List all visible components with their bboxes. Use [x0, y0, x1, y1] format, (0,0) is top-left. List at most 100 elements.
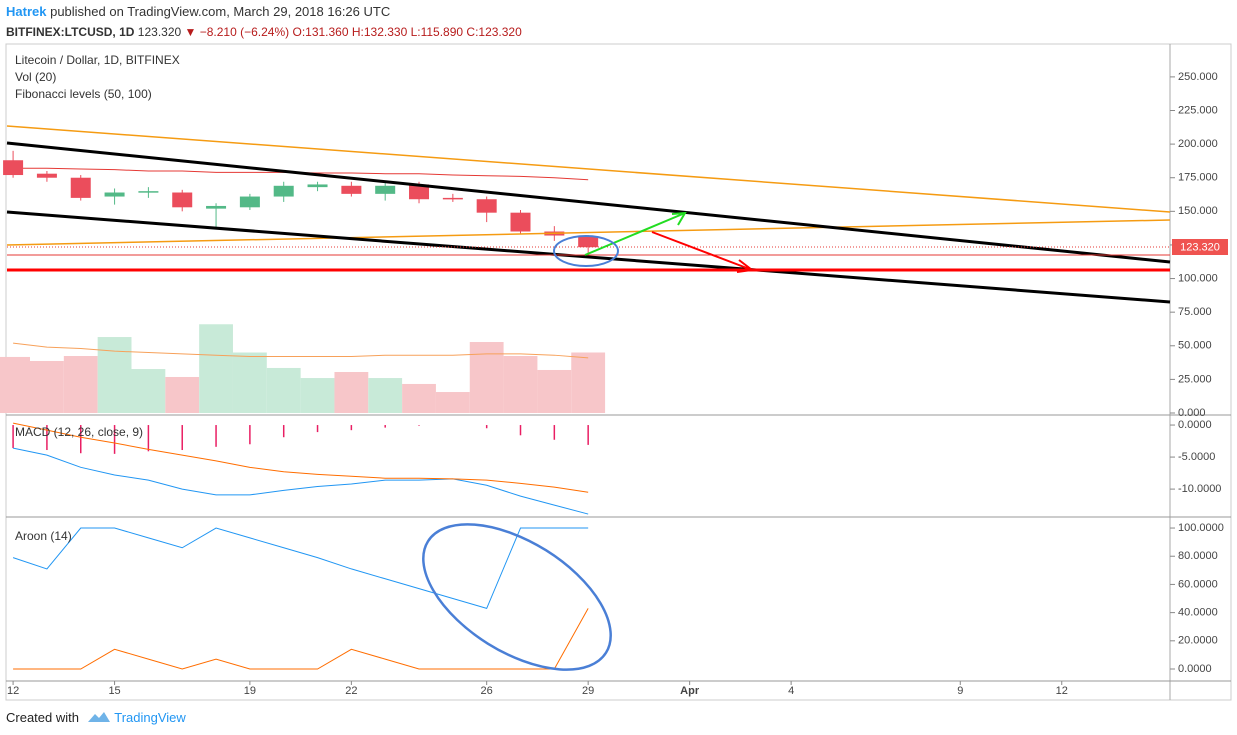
y-tick-label: 60.0000	[1178, 578, 1218, 590]
candle-body	[510, 212, 531, 232]
candle-body	[206, 205, 227, 209]
trend-line	[6, 219, 1171, 246]
y-tick-label: 225.000	[1178, 104, 1218, 116]
y-tick-label: 25.000	[1178, 373, 1212, 385]
volume-bar	[368, 378, 403, 413]
y-tick-label: 50.000	[1178, 340, 1212, 352]
candle-body	[104, 192, 125, 197]
candle-body	[3, 160, 24, 176]
x-tick-label: 12	[7, 685, 19, 697]
candle-body	[341, 185, 362, 194]
created: Created with	[6, 710, 79, 725]
y-tick-label: 40.0000	[1178, 607, 1218, 619]
change: ▼ −8.210 (−6.24%)	[184, 25, 290, 39]
volume-bar	[63, 355, 98, 413]
volume-bar	[266, 367, 301, 413]
volume-bar	[334, 371, 369, 413]
y-tick-label: -10.0000	[1178, 483, 1221, 495]
y-tick-label: 0.000	[1178, 407, 1206, 419]
volume-bar	[232, 352, 267, 413]
ohlc: O:131.360 H:132.330 L:115.890 C:123.320	[292, 25, 522, 39]
y-tick-label: 100.0000	[1178, 522, 1224, 534]
x-tick-label: 9	[957, 685, 963, 697]
volume-bar	[199, 324, 233, 413]
y-tick-label: 20.0000	[1178, 635, 1218, 647]
header: Hatrek published on TradingView.com, Mar…	[6, 2, 522, 42]
x-tick-label: 15	[108, 685, 120, 697]
volume-bar	[571, 352, 606, 413]
candle-body	[172, 192, 193, 208]
y-tick-label: -5.0000	[1178, 451, 1215, 463]
y-tick-label: 75.000	[1178, 306, 1212, 318]
trend-line	[6, 210, 1171, 304]
candle-body	[138, 191, 159, 193]
legend: Vol (20)	[15, 70, 56, 84]
volume-bar	[300, 378, 335, 413]
arrow	[584, 211, 687, 256]
brand[interactable]: TradingView	[114, 710, 186, 725]
x-tick-label: 22	[345, 685, 357, 697]
candle-body	[409, 184, 430, 200]
x-tick-label: 29	[582, 685, 594, 697]
line	[13, 342, 589, 359]
last-price: 123.320	[1180, 241, 1220, 253]
line	[12, 422, 589, 493]
logo	[87, 712, 110, 722]
volume-bar	[131, 369, 166, 413]
x-tick-label: 19	[244, 685, 256, 697]
volume-bar	[537, 369, 572, 413]
volume-bar	[503, 355, 538, 413]
arrow	[651, 231, 755, 273]
y-tick-label: 100.000	[1178, 272, 1218, 284]
y-tick-label: 200.000	[1178, 138, 1218, 150]
line	[12, 447, 589, 515]
candle-body	[375, 185, 396, 194]
volume-bar	[30, 360, 64, 413]
plot: 0.00025.00050.00075.000100.000125.000150…	[0, 71, 1224, 697]
x-tick-label: 4	[788, 685, 794, 697]
chart-title: Litecoin / Dollar, 1D, BITFINEX	[15, 53, 180, 67]
candle-body	[36, 173, 57, 178]
y-tick-label: 0.0000	[1178, 419, 1212, 431]
volume-bar	[402, 383, 436, 413]
candle-body	[239, 196, 260, 208]
last-price-box	[1172, 239, 1228, 255]
y-tick-label: 250.000	[1178, 71, 1218, 83]
candle-body	[307, 184, 328, 188]
legend: Aroon (14)	[15, 529, 72, 543]
volume-bar	[0, 356, 31, 413]
volume-bar	[469, 342, 504, 413]
candle-body	[70, 177, 91, 198]
y-tick-label: 80.0000	[1178, 550, 1218, 562]
candle-body	[578, 236, 599, 248]
legend: MACD (12, 26, close, 9)	[15, 425, 143, 439]
symbol: BITFINEX:LTCUSD, 1D	[6, 25, 135, 39]
x-tick-label: 26	[481, 685, 493, 697]
candle-body	[442, 197, 463, 200]
legend: Fibonacci levels (50, 100)	[15, 87, 152, 101]
x-tick-label: Apr	[680, 685, 700, 697]
volume-bar	[165, 376, 200, 413]
published: published on TradingView.com, March 29, …	[50, 4, 391, 19]
line	[13, 608, 589, 670]
price: 123.320	[137, 25, 182, 39]
drawings: 123.320 Litecoin / Dollar, 1D, BITFINEX …	[6, 53, 1228, 671]
y-tick-label: 175.000	[1178, 172, 1218, 184]
volume-bar	[97, 337, 132, 413]
y-tick-label: 150.000	[1178, 205, 1218, 217]
volume-bar	[435, 392, 470, 413]
y-tick-label: 0.0000	[1178, 663, 1212, 675]
line	[12, 527, 589, 609]
trend-line	[6, 125, 1171, 213]
frame	[5, 43, 1232, 701]
x-tick-label: 12	[1056, 685, 1068, 697]
trend-line	[6, 141, 1171, 264]
author[interactable]: Hatrek	[6, 4, 47, 19]
candle-body	[273, 185, 294, 197]
candle-body	[476, 199, 497, 213]
footer: Created with TradingView	[6, 708, 186, 725]
ellipse	[422, 523, 612, 671]
ellipse	[553, 235, 619, 267]
